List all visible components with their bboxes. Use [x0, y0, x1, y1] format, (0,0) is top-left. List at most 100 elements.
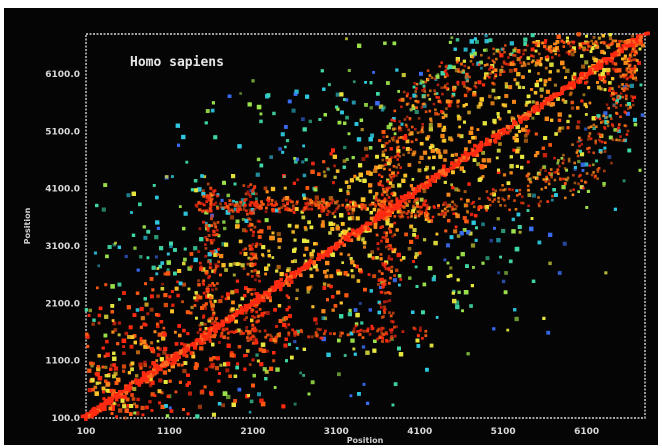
data-point — [462, 228, 467, 232]
data-point — [451, 291, 455, 295]
data-point — [410, 140, 414, 144]
data-point — [335, 226, 340, 231]
data-point — [488, 38, 493, 43]
data-point — [470, 126, 474, 130]
data-point — [320, 69, 324, 73]
data-point — [630, 74, 634, 79]
data-point — [380, 316, 384, 319]
data-point — [562, 153, 565, 157]
data-point — [268, 333, 272, 337]
data-point — [463, 120, 466, 124]
data-point — [146, 312, 150, 316]
data-point — [259, 119, 263, 124]
data-point — [159, 246, 164, 251]
data-point — [333, 332, 336, 336]
data-point — [195, 316, 198, 320]
data-point — [309, 225, 314, 230]
data-point — [182, 328, 186, 333]
data-point — [477, 208, 481, 211]
data-point — [547, 179, 551, 182]
data-point — [509, 171, 513, 175]
data-point — [566, 36, 569, 40]
data-point — [386, 238, 389, 241]
data-point — [212, 229, 215, 233]
data-point — [516, 57, 521, 62]
data-point — [258, 329, 262, 333]
data-point — [213, 223, 217, 226]
data-point — [369, 81, 373, 85]
data-point — [261, 298, 266, 303]
data-point — [520, 165, 524, 170]
data-point — [345, 157, 349, 161]
data-point — [129, 404, 134, 408]
data-point — [257, 274, 261, 278]
data-point — [582, 186, 585, 190]
data-point — [554, 193, 558, 197]
data-point — [414, 234, 419, 240]
data-point — [281, 199, 285, 202]
data-point — [287, 331, 291, 335]
data-point — [457, 133, 461, 137]
data-point — [199, 321, 204, 326]
data-point — [310, 380, 315, 385]
data-point — [537, 202, 541, 206]
data-point — [390, 265, 394, 269]
data-point — [306, 290, 310, 294]
data-point — [244, 192, 248, 196]
data-point — [336, 290, 341, 295]
data-point — [387, 255, 391, 258]
data-point — [348, 207, 352, 211]
data-point — [416, 344, 421, 348]
data-point — [255, 242, 259, 245]
data-point — [513, 199, 516, 202]
data-point — [446, 275, 450, 278]
data-point — [204, 302, 208, 306]
data-point — [85, 334, 90, 339]
data-point — [165, 354, 169, 357]
data-point — [511, 217, 515, 222]
data-point — [286, 201, 289, 205]
data-point — [212, 311, 216, 315]
data-point — [331, 212, 335, 215]
data-point — [444, 84, 447, 87]
data-point — [152, 184, 156, 187]
data-point — [171, 175, 174, 178]
data-point — [248, 208, 252, 212]
data-point — [441, 128, 446, 132]
data-point — [534, 63, 538, 67]
data-point — [443, 207, 447, 211]
data-point — [358, 179, 362, 182]
data-point — [212, 238, 216, 242]
data-point — [271, 256, 275, 259]
data-point — [536, 40, 540, 44]
data-point — [534, 49, 538, 53]
data-point — [144, 302, 149, 307]
data-point — [143, 297, 147, 301]
data-point — [237, 345, 242, 349]
data-point — [622, 73, 627, 78]
data-point — [144, 379, 150, 384]
data-point — [209, 193, 213, 197]
data-point — [249, 222, 252, 226]
data-point — [547, 182, 551, 186]
data-point — [219, 202, 222, 206]
data-point — [170, 309, 174, 314]
data-point — [592, 171, 595, 174]
data-point — [600, 134, 603, 138]
data-point — [607, 155, 612, 159]
data-point — [347, 132, 351, 136]
data-point — [411, 106, 416, 110]
data-point — [317, 203, 321, 207]
data-point — [567, 52, 571, 56]
data-point — [255, 257, 259, 260]
data-point — [455, 304, 460, 310]
data-point — [284, 196, 290, 201]
data-point — [409, 108, 413, 111]
data-point — [497, 271, 500, 275]
data-point — [252, 339, 256, 342]
data-point — [352, 327, 356, 331]
data-point — [557, 118, 562, 122]
data-point — [530, 88, 534, 91]
data-point — [602, 68, 607, 73]
data-point — [262, 203, 265, 206]
